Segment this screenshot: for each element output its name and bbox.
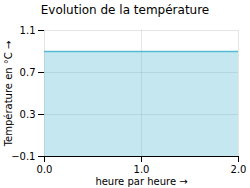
- svg-text:1.1: 1.1: [20, 25, 36, 36]
- svg-text:0.7: 0.7: [20, 67, 36, 78]
- svg-text:2.0: 2.0: [231, 164, 247, 175]
- svg-text:1.0: 1.0: [134, 164, 150, 175]
- svg-text:0.0: 0.0: [37, 164, 53, 175]
- svg-text:0.3: 0.3: [20, 109, 36, 120]
- svg-text:−0.1: −0.1: [11, 151, 35, 162]
- svg-text:Température en °C →: Température en °C →: [3, 41, 14, 148]
- html-text:Evolution de la température: Evolution de la température: [40, 3, 210, 17]
- svg-text:heure par heure →: heure par heure →: [95, 176, 187, 187]
